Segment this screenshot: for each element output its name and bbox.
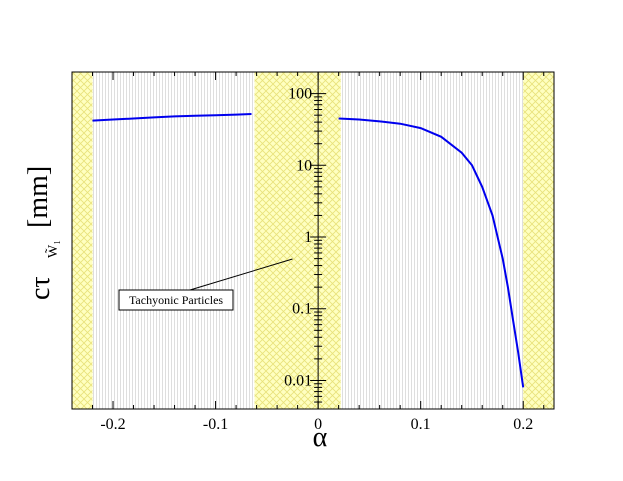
y-tick-label: 10 [296,157,312,174]
y-tick-label: 0.01 [284,372,312,389]
x-tick-label: 0.1 [411,416,431,433]
y-tick-label: 0.1 [292,301,312,318]
annotation-arrow [189,258,293,291]
x-tick-label: -0.1 [203,416,228,433]
y-tick-label: 1 [304,229,312,246]
excluded-regions [72,72,554,409]
annotation-box [118,289,234,311]
x-tick-label: 0.2 [513,416,533,433]
x-axis-title: α [313,422,328,453]
plot-frame [71,71,555,410]
excluded-region-1 [254,72,341,409]
excluded-region-0 [72,72,93,409]
y-axis-title-unit: [mm] [23,166,54,228]
x-tick-label: 0 [314,416,322,433]
series-line-1 [338,117,525,388]
annotation-label: Tachyonic Particles [129,293,223,307]
annotation: Tachyonic Particles [118,258,293,311]
y-tick-label: 100 [288,86,312,103]
excluded-region-2 [523,72,554,409]
y-axis: 100 10 1 0.1 0.01 [284,71,327,410]
series-line-0 [92,113,252,122]
y-axis-title-main: cτ [25,276,56,300]
series-layer [92,113,525,388]
y-axis-title-subscript: W̃₁ [44,240,61,258]
y-axis-title: cτ W̃₁ [mm] [23,166,61,300]
x-tick-label: -0.2 [100,416,125,433]
